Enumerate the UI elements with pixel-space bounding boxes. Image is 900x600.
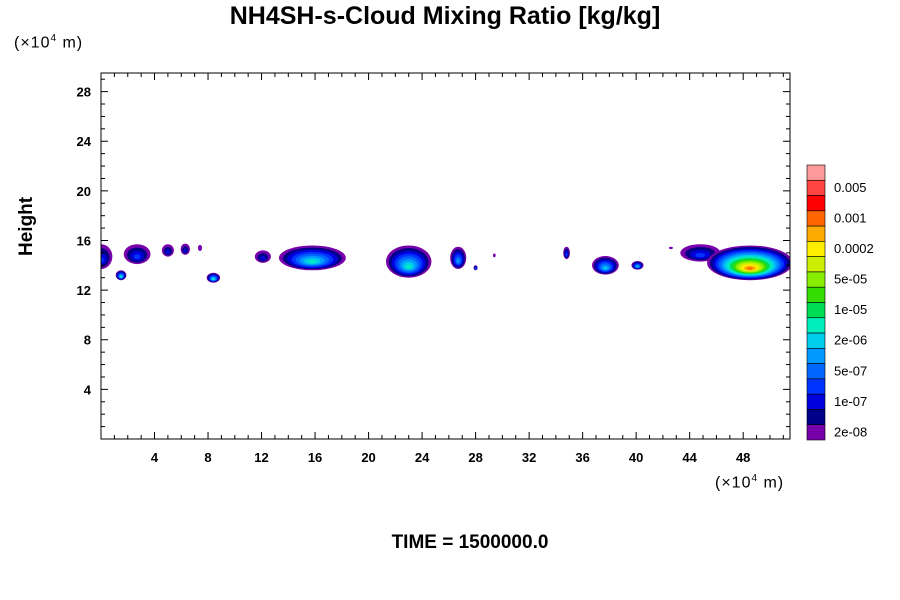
x-unit-exponent: 4 bbox=[751, 473, 759, 484]
cloud-contour-level-6 bbox=[603, 266, 608, 270]
x-tick-label: 40 bbox=[629, 450, 643, 465]
colorbar-label: 5e-05 bbox=[834, 272, 867, 287]
cloud-contour-level-3 bbox=[101, 256, 104, 263]
colorbar-swatch bbox=[806, 424, 826, 441]
cloud-contour-level-6 bbox=[636, 265, 639, 268]
colorbar-swatch bbox=[806, 348, 826, 364]
cloud-cell bbox=[473, 265, 478, 271]
cloud-cell bbox=[492, 253, 496, 258]
x-axis-unit-label: (×104 m) bbox=[715, 473, 784, 492]
y-axis-ticks: 4 8 12 16 20 24 28 bbox=[77, 78, 790, 428]
cloud-cell bbox=[668, 246, 673, 250]
colorbar-swatch bbox=[806, 286, 826, 303]
x-tick-label: 36 bbox=[575, 450, 589, 465]
x-tick-label: 4 bbox=[151, 450, 159, 465]
colorbar-label: 1e-07 bbox=[834, 394, 867, 409]
cloud-contour-level-4 bbox=[474, 267, 477, 270]
chart-title: NH4SH-s-Cloud Mixing Ratio [kg/kg] bbox=[229, 2, 661, 30]
y-tick-label: 28 bbox=[77, 85, 91, 100]
colorbar-label: 5e-07 bbox=[834, 363, 867, 378]
y-axis-unit-label: (×104 m) bbox=[14, 33, 83, 52]
x-unit-prefix: (×10 bbox=[715, 474, 752, 492]
colorbar-swatch bbox=[806, 195, 826, 212]
cloud-contour-level-14 bbox=[747, 267, 753, 270]
cloud-cell bbox=[206, 272, 221, 283]
cloud-cell bbox=[680, 244, 721, 262]
colorbar-swatch bbox=[806, 271, 826, 288]
x-tick-label: 16 bbox=[308, 450, 322, 465]
plot-frame bbox=[100, 72, 791, 440]
cloud-contour-level-7 bbox=[308, 260, 317, 264]
x-tick-label: 12 bbox=[254, 450, 268, 465]
y-unit-prefix: (×10 bbox=[14, 34, 51, 52]
x-axis-ticks: 4 8 12 16 20 24 28 32 36 40 44 48 bbox=[113, 73, 784, 465]
colorbar-swatch bbox=[806, 393, 826, 410]
cloud-cell bbox=[385, 245, 432, 278]
cloud-field bbox=[101, 243, 790, 283]
colorbar-swatch bbox=[806, 317, 826, 334]
cloud-cell bbox=[591, 256, 619, 275]
cloud-cell bbox=[161, 244, 174, 257]
x-tick-label: 8 bbox=[204, 450, 211, 465]
y-tick-label: 12 bbox=[77, 283, 91, 298]
y-tick-label: 8 bbox=[84, 333, 91, 348]
colorbar-swatch bbox=[806, 164, 826, 181]
cloud-cell bbox=[123, 244, 151, 265]
cloud-contour-level-0 bbox=[492, 253, 496, 258]
colorbar-swatch bbox=[806, 241, 826, 257]
time-label: TIME = 1500000.0 bbox=[391, 532, 549, 553]
cloud-contour-level-7 bbox=[120, 275, 122, 278]
cloud-contour-level-3 bbox=[133, 254, 141, 260]
colorbar-swatch bbox=[806, 256, 826, 273]
cloud-contour-level-0 bbox=[668, 246, 673, 250]
cloud-contour-level-7 bbox=[212, 278, 215, 281]
x-tick-label: 48 bbox=[736, 450, 750, 465]
y-unit-exponent: 4 bbox=[50, 33, 58, 44]
cloud-contour-level-2 bbox=[165, 249, 170, 254]
y-tick-label: 20 bbox=[77, 184, 91, 199]
cloud-cell bbox=[278, 245, 346, 271]
cloud-cell bbox=[707, 245, 790, 281]
cloud-cell bbox=[563, 246, 570, 260]
cloud-contour-level-3 bbox=[565, 252, 568, 257]
x-tick-label: 20 bbox=[361, 450, 375, 465]
cloud-contour-level-0 bbox=[197, 244, 203, 252]
y-unit-suffix: m) bbox=[57, 34, 84, 52]
cloud-contour-level-3 bbox=[695, 253, 706, 258]
cloud-cell bbox=[254, 250, 271, 263]
cloud-cell bbox=[180, 243, 190, 255]
colorbar-swatch bbox=[806, 363, 826, 380]
colorbar-label: 0.001 bbox=[834, 210, 867, 225]
y-tick-label: 24 bbox=[77, 134, 92, 149]
x-unit-suffix: m) bbox=[758, 474, 785, 492]
cloud-contour-level-2 bbox=[183, 248, 187, 253]
cloud-cell bbox=[450, 246, 467, 270]
colorbar-swatch bbox=[806, 302, 826, 319]
cloud-cell bbox=[115, 270, 127, 281]
y-tick-label: 4 bbox=[84, 382, 92, 397]
y-tick-label: 16 bbox=[77, 233, 91, 248]
x-tick-label: 24 bbox=[415, 450, 430, 465]
colorbar-label: 0.0002 bbox=[834, 241, 874, 256]
cloud-cell bbox=[197, 244, 203, 252]
cloud-contour-level-5 bbox=[456, 259, 460, 263]
x-tick-label: 32 bbox=[522, 450, 536, 465]
x-tick-label: 28 bbox=[468, 450, 482, 465]
cloud-contour-level-2 bbox=[260, 256, 266, 261]
cloud-contour-level-7 bbox=[405, 264, 412, 269]
colorbar-swatch bbox=[806, 332, 826, 349]
colorbar-swatch bbox=[806, 378, 826, 395]
colorbar: 0.005 0.001 0.0002 5e-05 1e-05 2e-06 5e-07 1e-0… bbox=[806, 164, 874, 441]
colorbar-label: 2e-08 bbox=[834, 424, 867, 439]
colorbar-swatch bbox=[806, 179, 826, 196]
x-tick-label: 44 bbox=[682, 450, 697, 465]
colorbar-swatch bbox=[806, 210, 826, 227]
colorbar-swatch bbox=[806, 409, 826, 426]
colorbar-label: 1e-05 bbox=[834, 302, 867, 317]
cloud-cell bbox=[631, 260, 644, 270]
colorbar-label: 2e-06 bbox=[834, 333, 867, 348]
colorbar-swatch bbox=[806, 225, 826, 242]
colorbar-label: 0.005 bbox=[834, 180, 867, 195]
